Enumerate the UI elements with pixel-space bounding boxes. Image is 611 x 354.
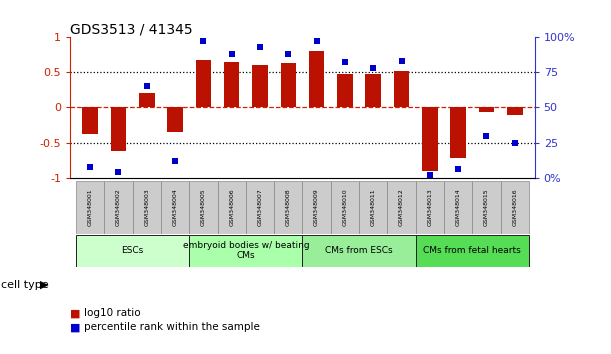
FancyBboxPatch shape <box>444 181 472 234</box>
Point <box>284 51 293 57</box>
Text: log10 ratio: log10 ratio <box>84 308 141 318</box>
Text: GSM348008: GSM348008 <box>286 188 291 226</box>
Text: GSM348004: GSM348004 <box>172 188 178 226</box>
Point <box>510 140 520 145</box>
Text: GSM348013: GSM348013 <box>427 188 433 226</box>
Text: cell type: cell type <box>1 280 49 290</box>
Point <box>114 169 123 175</box>
FancyBboxPatch shape <box>104 181 133 234</box>
Point <box>227 51 236 57</box>
FancyBboxPatch shape <box>133 181 161 234</box>
FancyBboxPatch shape <box>472 181 500 234</box>
Bar <box>309 51 324 108</box>
Bar <box>167 108 183 132</box>
Point <box>397 58 406 64</box>
FancyBboxPatch shape <box>331 181 359 234</box>
Text: GSM348015: GSM348015 <box>484 188 489 226</box>
Point <box>368 65 378 71</box>
Bar <box>224 62 240 108</box>
FancyBboxPatch shape <box>302 181 331 234</box>
Text: ▶: ▶ <box>40 280 48 290</box>
Text: GSM348016: GSM348016 <box>512 188 518 226</box>
Point <box>170 158 180 164</box>
Bar <box>422 108 437 171</box>
Text: GDS3513 / 41345: GDS3513 / 41345 <box>70 22 193 36</box>
Text: percentile rank within the sample: percentile rank within the sample <box>84 322 260 332</box>
FancyBboxPatch shape <box>161 181 189 234</box>
Text: CMs from ESCs: CMs from ESCs <box>325 246 393 255</box>
Point <box>142 84 152 89</box>
Bar <box>82 108 98 134</box>
Text: GSM348011: GSM348011 <box>371 188 376 226</box>
FancyBboxPatch shape <box>415 181 444 234</box>
FancyBboxPatch shape <box>415 235 529 267</box>
Point <box>312 39 321 44</box>
Point <box>453 166 463 172</box>
FancyBboxPatch shape <box>189 235 302 267</box>
Bar <box>139 93 155 108</box>
Bar <box>450 108 466 158</box>
FancyBboxPatch shape <box>189 181 218 234</box>
Text: ESCs: ESCs <box>122 246 144 255</box>
Point <box>340 60 350 65</box>
Bar <box>196 61 211 108</box>
Text: GSM348010: GSM348010 <box>342 188 348 226</box>
FancyBboxPatch shape <box>359 181 387 234</box>
Bar <box>280 63 296 108</box>
Point <box>481 133 491 138</box>
Bar <box>393 71 409 108</box>
Bar <box>365 74 381 108</box>
FancyBboxPatch shape <box>76 235 189 267</box>
Text: GSM348002: GSM348002 <box>116 188 121 226</box>
FancyBboxPatch shape <box>218 181 246 234</box>
Point <box>255 44 265 50</box>
FancyBboxPatch shape <box>274 181 302 234</box>
Text: GSM348012: GSM348012 <box>399 188 404 226</box>
Bar <box>252 65 268 108</box>
Bar <box>111 108 126 151</box>
Text: GSM348003: GSM348003 <box>144 188 149 226</box>
FancyBboxPatch shape <box>500 181 529 234</box>
Text: GSM348009: GSM348009 <box>314 188 319 226</box>
Point <box>425 172 435 178</box>
Text: GSM348014: GSM348014 <box>456 188 461 226</box>
FancyBboxPatch shape <box>387 181 415 234</box>
Text: ■: ■ <box>70 322 81 332</box>
Point <box>199 39 208 44</box>
Bar <box>478 108 494 113</box>
Text: CMs from fetal hearts: CMs from fetal hearts <box>423 246 521 255</box>
FancyBboxPatch shape <box>76 181 104 234</box>
Text: ■: ■ <box>70 308 81 318</box>
Text: GSM348001: GSM348001 <box>87 188 93 226</box>
Text: GSM348005: GSM348005 <box>201 188 206 226</box>
Text: GSM348006: GSM348006 <box>229 188 234 226</box>
FancyBboxPatch shape <box>246 181 274 234</box>
Text: embryoid bodies w/ beating
CMs: embryoid bodies w/ beating CMs <box>183 241 309 260</box>
Text: GSM348007: GSM348007 <box>257 188 263 226</box>
Point <box>85 164 95 169</box>
Bar <box>337 74 353 108</box>
FancyBboxPatch shape <box>302 235 415 267</box>
Bar <box>507 108 522 114</box>
